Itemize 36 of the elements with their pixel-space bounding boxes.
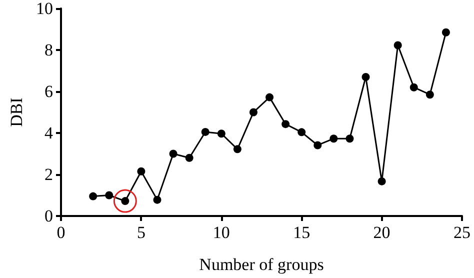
point — [201, 128, 210, 136]
y-tick-label: 8 — [44, 40, 53, 60]
y-tick-label: 4 — [44, 124, 54, 142]
x-tick-label: 25 — [454, 223, 470, 242]
point — [330, 134, 338, 143]
point — [266, 93, 274, 102]
y-tick-label: 0 — [44, 206, 53, 226]
point — [233, 145, 242, 154]
x-tick-label: 0 — [56, 223, 66, 242]
point — [217, 130, 226, 138]
y-tick-label: 2 — [44, 165, 53, 184]
x-tick-label: 10 — [212, 223, 230, 242]
point — [362, 72, 370, 81]
point — [249, 108, 258, 116]
x-tick-label: 15 — [293, 223, 310, 242]
point — [137, 167, 146, 176]
point — [410, 83, 418, 92]
point — [378, 177, 386, 186]
point — [346, 134, 354, 143]
x-tick-label: 5 — [136, 223, 146, 242]
x-tick-label: 20 — [373, 223, 390, 242]
y-tick-label: 10 — [36, 0, 53, 18]
point — [185, 154, 194, 162]
point — [442, 28, 450, 36]
point — [314, 141, 322, 150]
point — [169, 150, 178, 158]
y-axis-title: DBI — [7, 97, 26, 127]
point — [153, 196, 162, 204]
point — [282, 120, 290, 128]
y-tick-label: 6 — [44, 82, 53, 101]
point — [105, 191, 114, 200]
point — [89, 192, 98, 200]
x-axis-title: Number of groups — [199, 255, 324, 274]
point — [394, 41, 402, 50]
point — [298, 128, 306, 136]
point — [426, 90, 434, 99]
